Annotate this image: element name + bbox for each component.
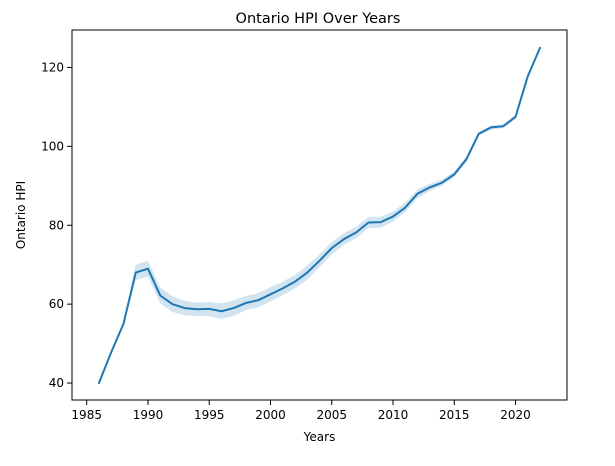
data-point [294, 281, 296, 283]
data-point [417, 193, 419, 195]
x-tick-label: 1995 [194, 408, 225, 422]
data-point [331, 247, 333, 249]
data-point [453, 173, 455, 175]
data-point [392, 216, 394, 218]
y-tick-label: 80 [49, 218, 64, 232]
x-tick-label: 2000 [255, 408, 286, 422]
data-point [404, 207, 406, 209]
x-tick-label: 2020 [500, 408, 531, 422]
data-point [368, 221, 370, 223]
data-point [196, 308, 198, 310]
x-tick-label: 1990 [133, 408, 164, 422]
data-point [171, 303, 173, 305]
data-point [539, 47, 541, 49]
data-point [135, 272, 137, 274]
y-axis-label: Ontario HPI [14, 181, 28, 249]
data-point [502, 125, 504, 127]
data-point [466, 158, 468, 160]
data-point [429, 186, 431, 188]
data-point [122, 323, 124, 325]
x-axis-label: Years [303, 430, 336, 444]
data-point [490, 126, 492, 128]
data-point [184, 307, 186, 309]
axes-frame [71, 29, 568, 401]
y-tick-label: 120 [41, 60, 64, 74]
data-point [110, 351, 112, 353]
series-line [97, 46, 542, 385]
data-point [208, 308, 210, 310]
data-point [147, 268, 149, 270]
data-point [159, 294, 161, 296]
y-axis: 40 60 80 100 120 [41, 60, 72, 390]
data-point [441, 182, 443, 184]
x-axis: 1985 1990 1995 2000 2005 2010 2015 2020 [71, 400, 531, 422]
chart-title: Ontario HPI Over Years [236, 11, 401, 27]
data-point [515, 116, 517, 118]
x-tick-label: 2010 [378, 408, 409, 422]
data-point [220, 310, 222, 312]
data-point [380, 221, 382, 223]
data-point [282, 287, 284, 289]
x-tick-label: 2005 [316, 408, 347, 422]
data-point [478, 133, 480, 135]
y-tick-label: 40 [49, 376, 64, 390]
plot-area [97, 46, 542, 385]
data-point [233, 307, 235, 309]
x-tick-label: 1985 [71, 408, 102, 422]
y-tick-label: 60 [49, 297, 64, 311]
y-tick-label: 100 [41, 139, 64, 153]
data-point [98, 382, 100, 384]
data-point [269, 293, 271, 295]
data-point [343, 238, 345, 240]
data-point [527, 75, 529, 77]
data-point [355, 231, 357, 233]
data-point [306, 272, 308, 274]
data-point [319, 260, 321, 262]
data-point [257, 299, 259, 301]
x-tick-label: 2015 [439, 408, 470, 422]
data-point [245, 302, 247, 304]
